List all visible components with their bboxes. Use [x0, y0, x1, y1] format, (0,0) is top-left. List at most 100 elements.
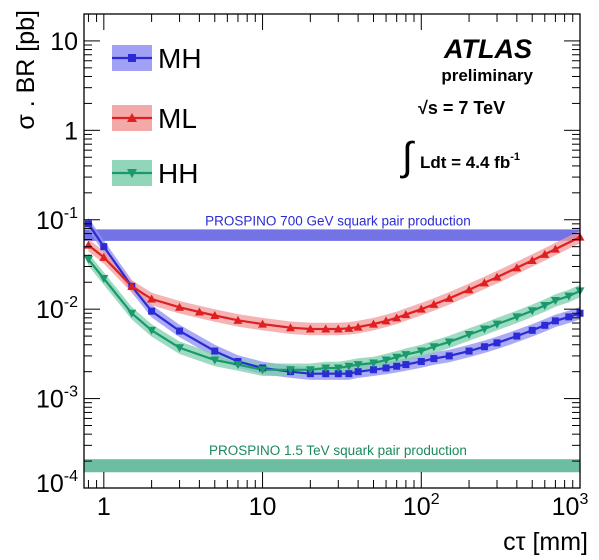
y-tick-label-base: 10: [36, 207, 64, 235]
x-tick-label-exponent: 3: [579, 491, 588, 508]
y-tick-label: 10-2: [36, 294, 78, 324]
point-ml: [492, 272, 502, 281]
point-ml: [99, 252, 109, 261]
lumi-label-exponent: -1: [510, 151, 520, 163]
lumi-label: Ldt = 4.4 fb-1: [420, 151, 520, 172]
point-hh: [479, 325, 489, 334]
reference-band-1: [84, 459, 580, 473]
line-ml: [87, 236, 581, 331]
point-ml: [392, 313, 402, 322]
y-tick-label-exponent: -3: [64, 384, 78, 401]
legend-label-mh: MH: [158, 43, 202, 74]
legend: MH ML HH: [112, 43, 202, 189]
point-ml: [401, 310, 411, 319]
y-tick-label: 10-4: [36, 468, 78, 498]
point-hh: [305, 366, 315, 375]
legend-marker-ml: [127, 113, 137, 122]
point-mh: [541, 321, 549, 329]
point-hh: [210, 356, 220, 365]
status-label: preliminary: [441, 66, 533, 85]
point-ml: [233, 315, 243, 324]
point-mh: [100, 243, 108, 251]
point-hh: [527, 307, 537, 316]
point-hh: [464, 331, 474, 340]
y-tick-label-exponent: -1: [64, 205, 78, 222]
legend-label-hh: HH: [158, 158, 198, 189]
series-bands: [88, 217, 581, 380]
point-hh: [392, 353, 402, 362]
point-hh: [258, 366, 268, 375]
point-mh: [334, 370, 342, 378]
x-tick-label: 102: [403, 491, 440, 521]
point-hh: [127, 309, 137, 318]
point-hh: [429, 343, 439, 352]
point-hh: [321, 364, 331, 373]
point-hh: [401, 351, 411, 360]
point-hh: [83, 255, 93, 264]
point-ml: [416, 304, 426, 313]
y-tick-label-base: 10: [36, 386, 64, 414]
y-tick-label-exponent: -2: [64, 294, 78, 311]
point-ml: [479, 278, 489, 287]
point-ml: [147, 294, 157, 303]
x-axis-label: cτ [mm]: [503, 528, 588, 556]
y-tick-label-base: 1: [64, 117, 78, 145]
point-ml: [210, 310, 220, 319]
point-ml: [550, 244, 560, 253]
point-hh: [444, 338, 454, 347]
point-hh: [416, 347, 426, 356]
y-tick-label: 1: [64, 117, 78, 145]
point-mh: [465, 347, 473, 355]
point-hh: [99, 275, 109, 284]
reference-band-labels: PROSPINO 700 GeV squark pair production P…: [205, 213, 471, 458]
point-mh: [369, 366, 377, 374]
point-mh: [382, 364, 390, 372]
point-mh: [445, 352, 453, 360]
experiment-label: ATLAS: [443, 34, 532, 64]
x-tick-label: 10: [249, 493, 277, 521]
point-mh: [345, 370, 353, 378]
point-ml: [344, 323, 354, 332]
point-ml: [527, 256, 537, 265]
point-mh: [528, 326, 536, 334]
point-ml: [127, 281, 137, 290]
legend-marker-mh: [128, 54, 136, 62]
point-hh: [550, 297, 560, 306]
point-mh: [322, 370, 330, 378]
reference-band-0: [84, 229, 580, 241]
point-ml: [258, 319, 268, 328]
lumi-label-text: Ldt = 4.4 fb: [420, 153, 510, 172]
x-tick-label-base: 10: [249, 493, 277, 521]
point-mh: [513, 332, 521, 340]
point-ml: [194, 307, 204, 316]
x-tick-label-base: 10: [552, 493, 580, 521]
point-ml: [512, 263, 522, 272]
y-tick-label: 10: [50, 28, 78, 56]
point-mh: [430, 355, 438, 363]
point-hh: [344, 362, 354, 371]
y-tick-label-base: 10: [50, 28, 78, 56]
point-hh: [512, 313, 522, 322]
plot-frame: [83, 13, 581, 489]
point-mh: [211, 347, 219, 355]
point-ml: [321, 324, 331, 333]
x-tick-label-base: 10: [403, 493, 431, 521]
x-tick-label-base: 1: [97, 493, 111, 521]
point-mh: [565, 313, 573, 321]
point-hh: [564, 292, 574, 301]
band-ml: [88, 230, 581, 336]
y-tick-label-base: 10: [36, 470, 64, 498]
x-tick-label: 1: [97, 493, 111, 521]
energy-label: √s = 7 TeV: [418, 98, 505, 118]
legend-label-ml: ML: [158, 103, 197, 134]
point-hh: [147, 326, 157, 335]
point-ml: [333, 324, 343, 333]
point-ml: [429, 299, 439, 308]
axis-ticks: [84, 13, 581, 489]
point-ml: [464, 285, 474, 294]
point-ml: [286, 323, 296, 332]
point-mh: [480, 343, 488, 351]
point-ml: [444, 293, 454, 302]
